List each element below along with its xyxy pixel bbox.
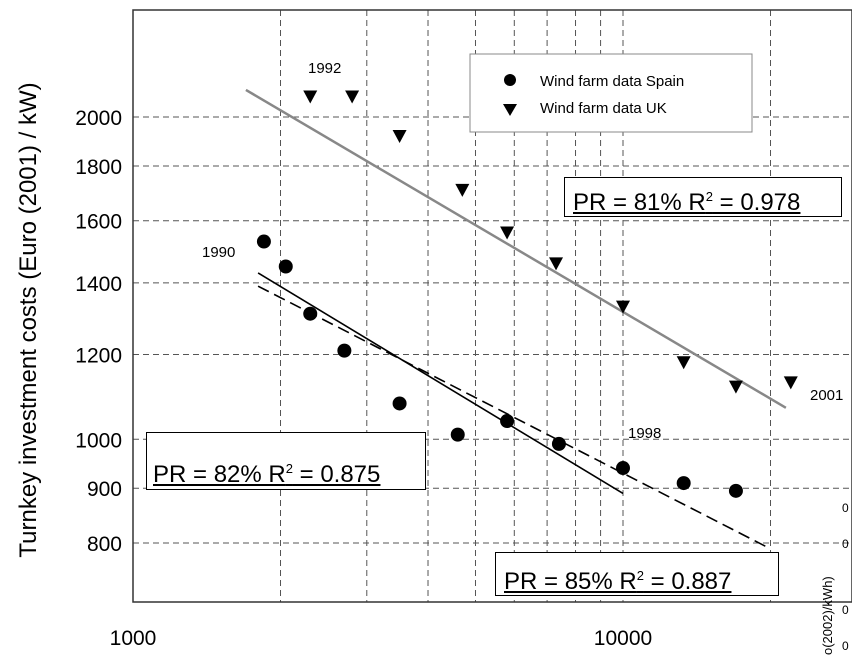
x-tick-label: 1000 bbox=[110, 627, 157, 650]
data-point-uk bbox=[455, 183, 470, 197]
y-axis-label: Turnkey investment costs (Euro (2001) / … bbox=[15, 82, 42, 557]
pr-spain-dashed-box: PR = 85% R2 = 0.887 bbox=[495, 552, 779, 596]
fit-lines bbox=[245, 88, 787, 550]
side-mark-1: 0 bbox=[842, 501, 849, 515]
data-point-uk bbox=[500, 226, 515, 240]
legend-uk-marker bbox=[503, 104, 517, 116]
data-point-spain bbox=[551, 436, 566, 451]
side-mark-4: 0 bbox=[842, 639, 849, 653]
legend-uk-label: Wind farm data UK bbox=[540, 100, 667, 117]
data-point-uk bbox=[392, 129, 407, 143]
data-point-spain bbox=[303, 306, 318, 321]
data-point-spain bbox=[256, 234, 271, 249]
pr-spain-solid-text: PR = 82% R2 = 0.875 bbox=[153, 461, 381, 488]
data-point-uk bbox=[676, 356, 691, 370]
data-point-spain bbox=[728, 483, 743, 498]
side-mark-3: 0 bbox=[842, 603, 849, 617]
y-tick-label: 800 bbox=[87, 533, 122, 556]
data-point-spain bbox=[616, 461, 630, 476]
y-tick-label: 1800 bbox=[75, 156, 122, 179]
y-tick-label: 2000 bbox=[75, 107, 122, 130]
pr-spain-dashed-text: PR = 85% R2 = 0.887 bbox=[504, 568, 732, 595]
data-point-uk bbox=[728, 380, 743, 394]
pr-spain-solid-box: PR = 82% R2 = 0.875 bbox=[146, 432, 426, 490]
x-tick-labels: 1000 10000 bbox=[110, 627, 653, 650]
data-point-spain bbox=[450, 427, 465, 442]
data-point-spain bbox=[337, 343, 352, 358]
pr-uk-box: PR = 81% R2 = 0.978 bbox=[564, 177, 842, 217]
annotation-1998: 1998 bbox=[628, 425, 661, 442]
x-tick-label: 10000 bbox=[594, 627, 652, 650]
legend: Wind farm data Spain Wind farm data UK bbox=[469, 53, 753, 133]
side-mark-2: 0 bbox=[842, 537, 849, 551]
data-point-spain bbox=[278, 259, 293, 274]
y-tick-label: 1000 bbox=[75, 429, 122, 452]
pr-uk-text: PR = 81% R2 = 0.978 bbox=[573, 189, 801, 216]
data-point-spain bbox=[392, 396, 407, 411]
data-point-uk bbox=[549, 257, 564, 271]
data-point-uk bbox=[783, 376, 798, 390]
y-tick-label: 1200 bbox=[75, 344, 122, 367]
side-axis-fragment: o(2002)/kWh) bbox=[820, 576, 835, 655]
y-tick-label: 1600 bbox=[75, 211, 122, 234]
data-point-spain bbox=[676, 476, 691, 491]
y-tick-labels: 800 900 1000 1200 1400 1600 1800 2000 bbox=[75, 107, 122, 556]
annotation-1990: 1990 bbox=[202, 244, 235, 261]
data-point-uk bbox=[345, 90, 360, 104]
y-tick-label: 900 bbox=[87, 478, 122, 501]
data-point-uk bbox=[303, 90, 318, 104]
legend-spain-label: Wind farm data Spain bbox=[540, 73, 684, 90]
fit-line bbox=[245, 88, 787, 409]
fit-line bbox=[257, 272, 624, 495]
annotation-2001: 2001 bbox=[810, 387, 843, 404]
y-tick-label: 1400 bbox=[75, 273, 122, 296]
annotation-1992: 1992 bbox=[308, 60, 341, 77]
data-point-spain bbox=[500, 414, 515, 429]
fit-line bbox=[257, 285, 771, 550]
legend-spain-marker bbox=[504, 74, 516, 86]
data-points bbox=[256, 90, 798, 498]
data-point-uk bbox=[616, 300, 630, 314]
legend-box bbox=[469, 53, 753, 133]
plot-frame bbox=[132, 9, 852, 603]
